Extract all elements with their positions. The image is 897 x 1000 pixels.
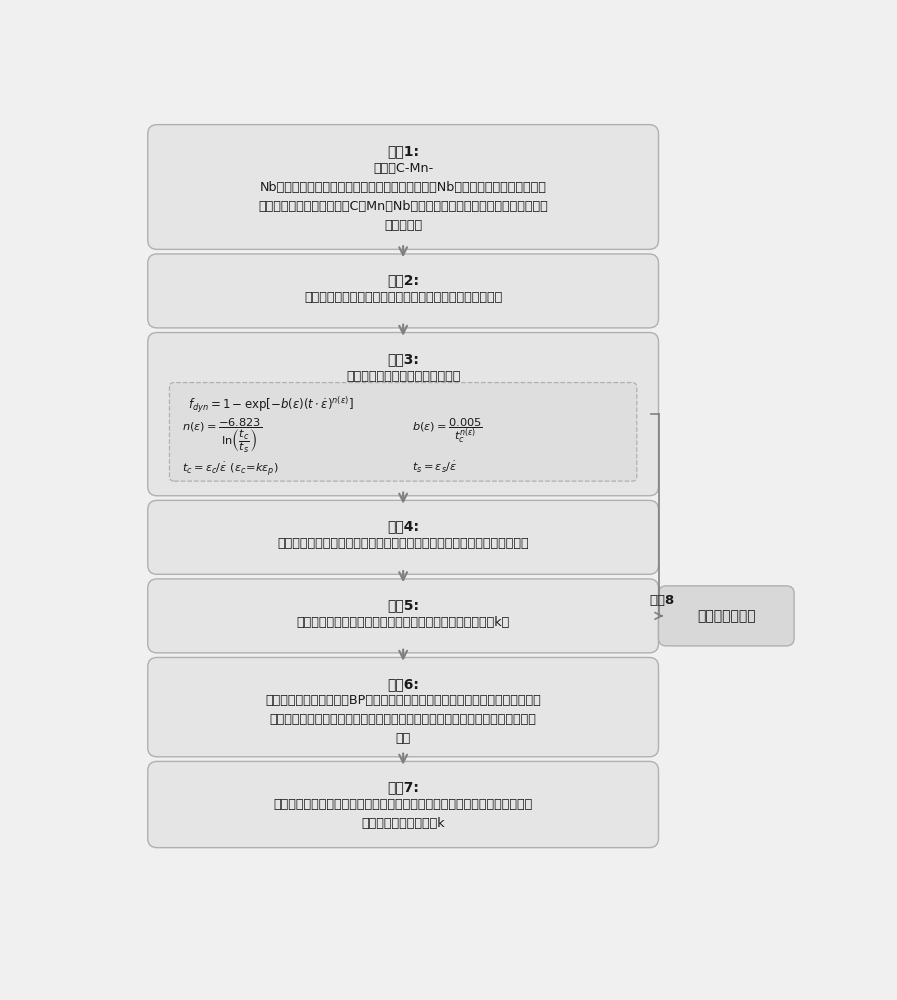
FancyBboxPatch shape — [148, 579, 658, 653]
FancyBboxPatch shape — [148, 333, 658, 496]
Text: 根据临界应变与峰值应变的关系，计算每条流变应力曲线的k值: 根据临界应变与峰值应变的关系，计算每条流变应力曲线的k值 — [297, 616, 509, 629]
Text: 步骤3:: 步骤3: — [388, 352, 419, 366]
FancyBboxPatch shape — [148, 125, 658, 249]
FancyBboxPatch shape — [148, 500, 658, 574]
Text: 筛选符合物理冶金学规律的流变应力曲线，获得筛选数据集: 筛选符合物理冶金学规律的流变应力曲线，获得筛选数据集 — [304, 291, 502, 304]
Text: 根据训练好的网络关系模型，选取至少一组成分及工艺，预测流变应力特征：
峰值应变、稳态应变和k: 根据训练好的网络关系模型，选取至少一组成分及工艺，预测流变应力特征： 峰值应变、… — [274, 798, 533, 830]
Text: 步骤7:: 步骤7: — [388, 781, 419, 795]
Text: 步骤5:: 步骤5: — [388, 598, 419, 612]
FancyBboxPatch shape — [148, 254, 658, 328]
Text: 以现有C-Mn-
Nb微合金钢动态再结晶型流变应力的实验数据构建Nb微合金钢动态再结晶行为的
初始数据集，数据集包括：C、Mn和Nb含量、加热温度、变形温度、应: 以现有C-Mn- Nb微合金钢动态再结晶型流变应力的实验数据构建Nb微合金钢动态… — [258, 162, 548, 232]
FancyBboxPatch shape — [658, 586, 794, 646]
Text: 动态再结晶分数: 动态再结晶分数 — [697, 609, 755, 623]
Text: 采用基于贝叶斯正则化的BP神经网络建立化学成分、工艺参数与动态再结晶型流
变应力特征间的非线性映射网络关系模型，进行模型的训练，获得训练好的网络
模型: 采用基于贝叶斯正则化的BP神经网络建立化学成分、工艺参数与动态再结晶型流 变应力… — [266, 694, 541, 745]
Text: 步骤4:: 步骤4: — [388, 520, 419, 534]
Text: 确定筛选数据集中每条流变应力曲线的实测临界应变、峰值应变、稳态应变: 确定筛选数据集中每条流变应力曲线的实测临界应变、峰值应变、稳态应变 — [277, 537, 529, 550]
Text: 步骤1:: 步骤1: — [388, 144, 419, 158]
Text: $t_s = \varepsilon_s/\dot{\varepsilon}$: $t_s = \varepsilon_s/\dot{\varepsilon}$ — [413, 460, 457, 475]
Text: $f_{dyn} = 1 - \exp[-b(\varepsilon)(t \cdot \dot{\varepsilon})^{n(\varepsilon)}]: $f_{dyn} = 1 - \exp[-b(\varepsilon)(t \c… — [188, 395, 353, 415]
FancyBboxPatch shape — [148, 761, 658, 848]
Text: 步骤8: 步骤8 — [649, 594, 675, 607]
Text: 步骤6:: 步骤6: — [388, 677, 419, 691]
FancyBboxPatch shape — [170, 383, 637, 481]
Text: $t_c = \varepsilon_c/\dot{\varepsilon}\ (\varepsilon_c\!=\!k\varepsilon_p)$: $t_c = \varepsilon_c/\dot{\varepsilon}\ … — [182, 460, 279, 478]
Text: 步骤2:: 步骤2: — [388, 273, 419, 287]
Text: $b(\varepsilon) = \dfrac{0.005}{t_c^{n(\varepsilon)}}$: $b(\varepsilon) = \dfrac{0.005}{t_c^{n(\… — [413, 416, 483, 445]
Text: $n(\varepsilon) = \dfrac{-6.823}{\ln\!\left(\dfrac{t_c}{t_s}\right)}$: $n(\varepsilon) = \dfrac{-6.823}{\ln\!\l… — [182, 416, 262, 455]
FancyBboxPatch shape — [148, 657, 658, 757]
Text: 选择动态再结晶分数数学模型形式: 选择动态再结晶分数数学模型形式 — [346, 370, 460, 383]
